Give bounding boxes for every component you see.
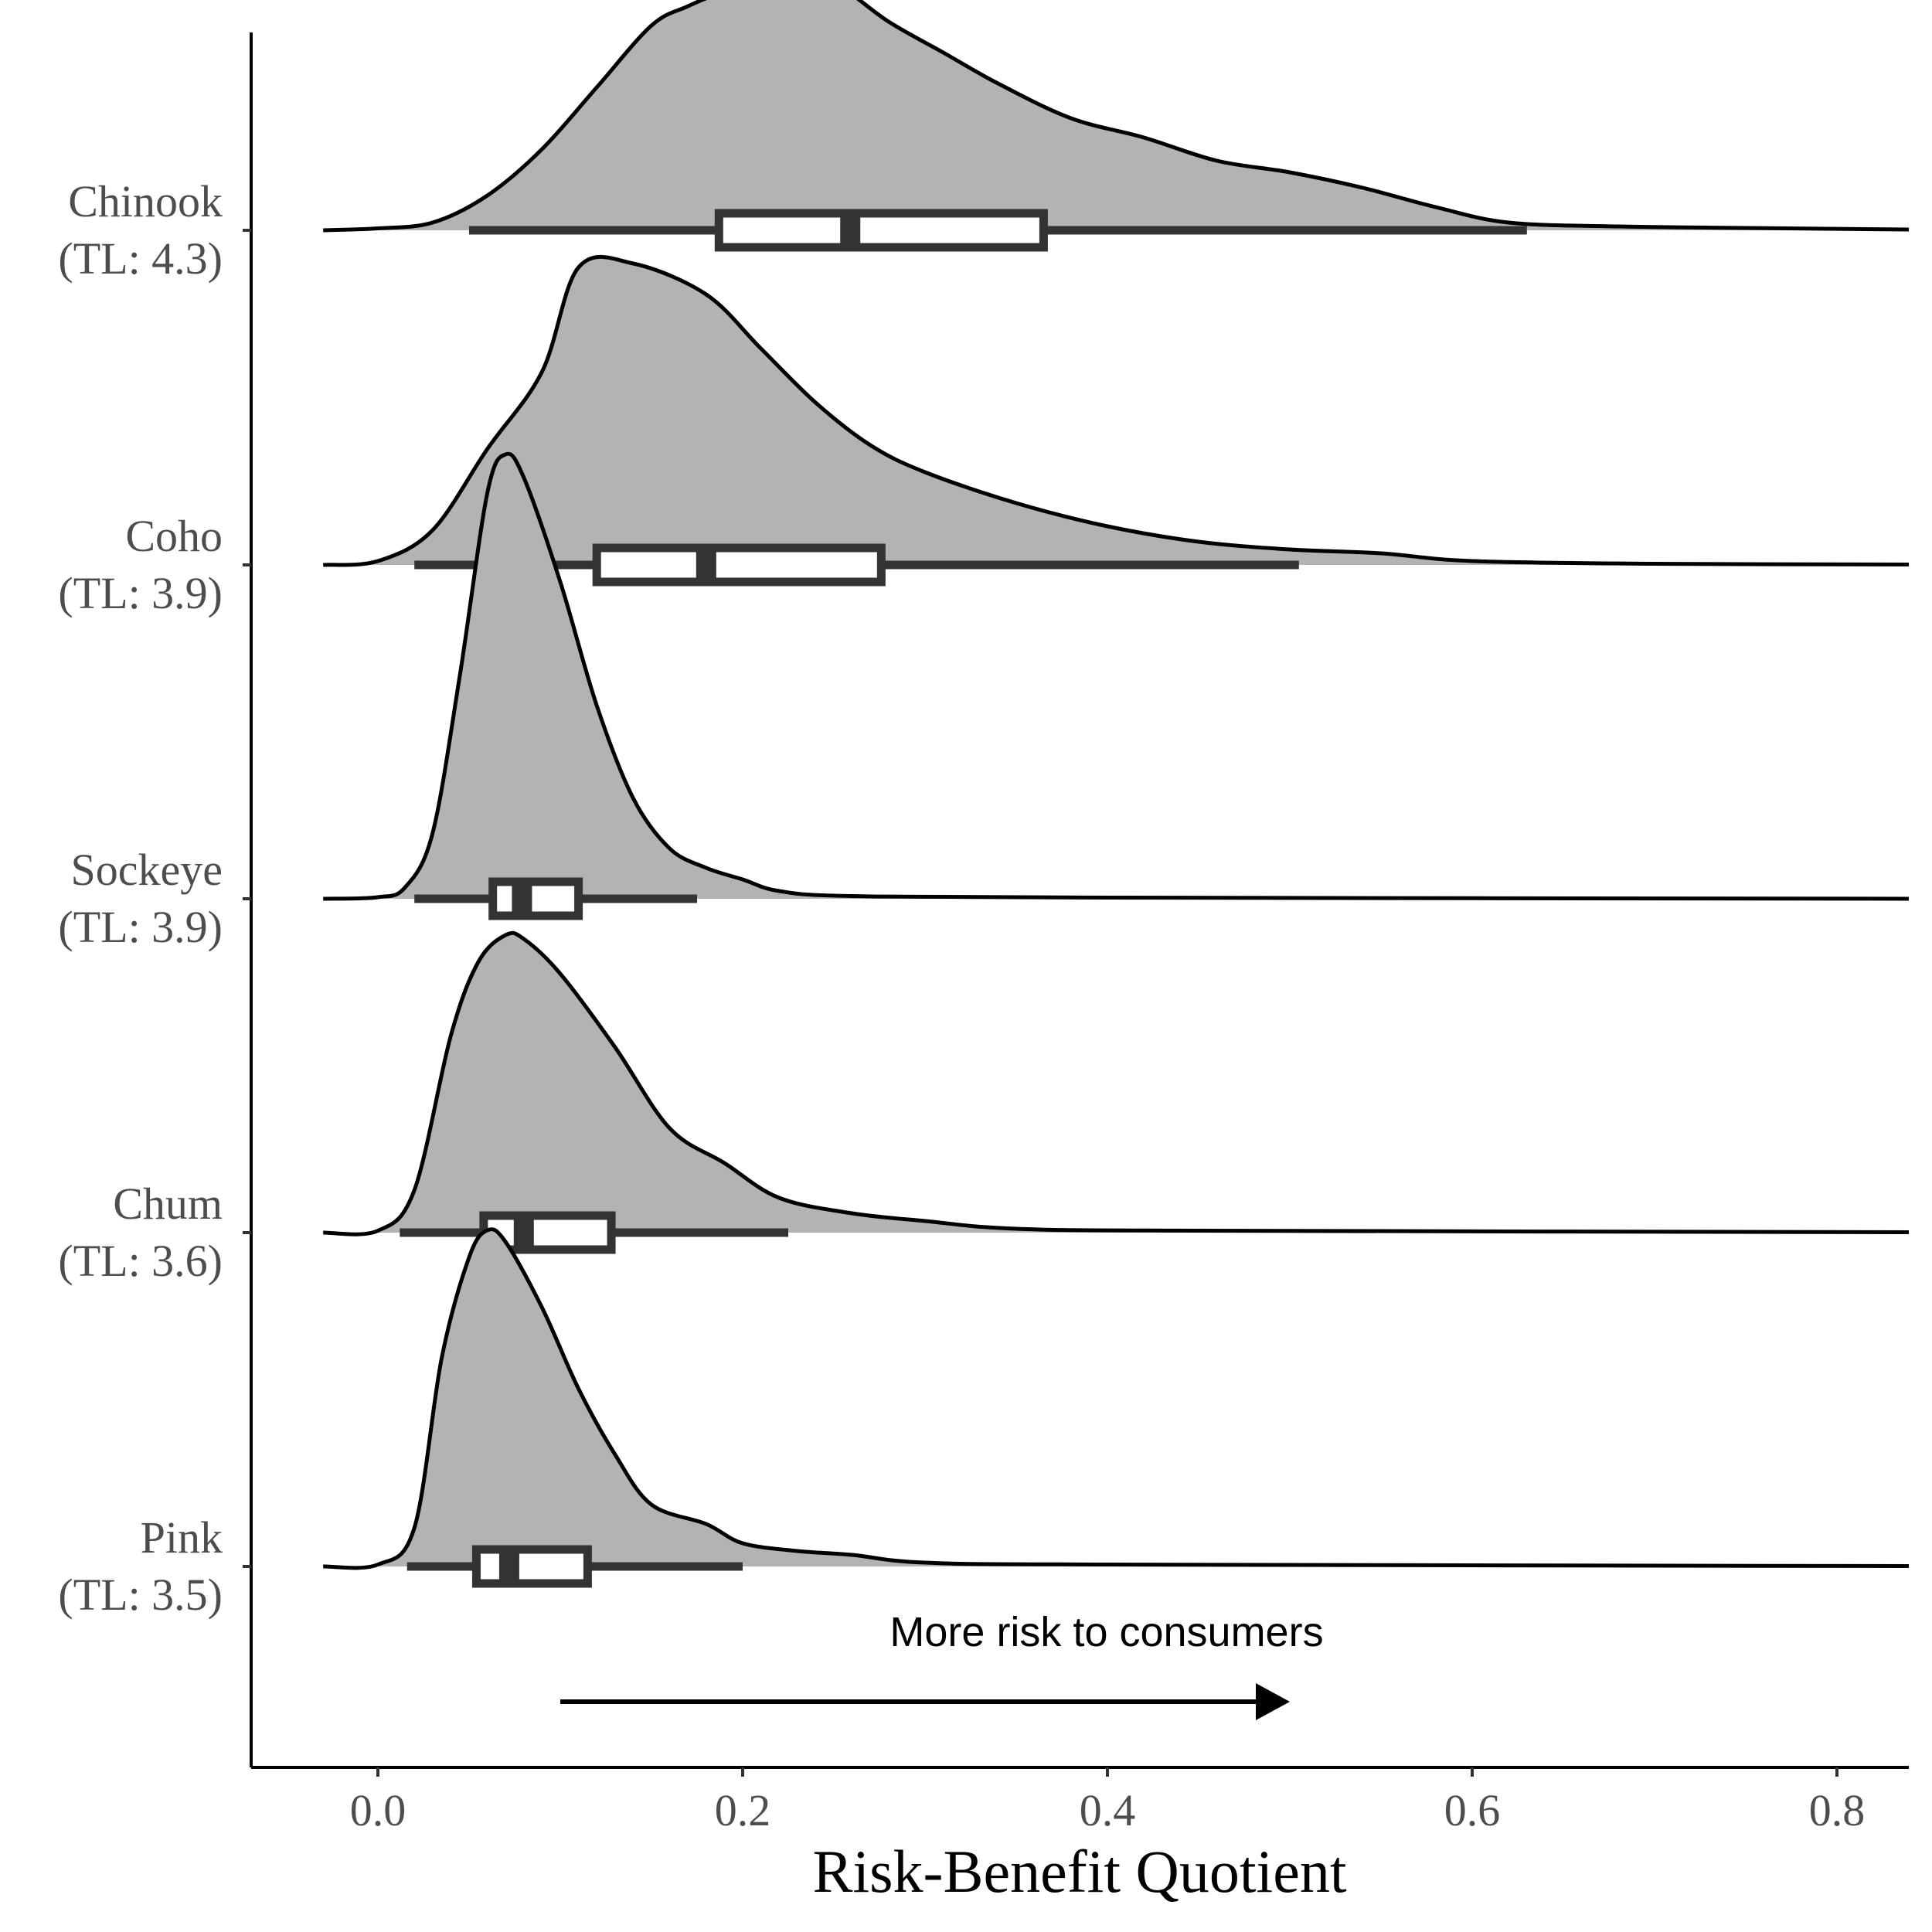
y-label-chum: Chum [113, 1179, 223, 1229]
ridges-layer [323, 0, 1910, 1588]
density-fill-pink [323, 1229, 1910, 1568]
y-label-tl-sockeye: (TL: 3.9) [58, 902, 223, 952]
y-label-tl-coho: (TL: 3.9) [58, 568, 223, 618]
x-axis-title: Risk-Benefit Quotient [812, 1838, 1346, 1905]
y-label-coho: Coho [125, 511, 223, 561]
x-tick-label-0.6: 0.6 [1444, 1785, 1501, 1835]
ridge-coho [323, 254, 1910, 587]
density-line-pink [323, 1227, 1910, 1570]
x-axis: 0.0 0.2 0.4 0.6 0.8 [251, 1766, 1909, 1835]
density-line-chum [323, 930, 1910, 1236]
y-label-tl-chum: (TL: 3.6) [58, 1236, 223, 1286]
density-line-sockeye [323, 451, 1910, 901]
y-label-tl-chinook: (TL: 4.3) [58, 233, 223, 284]
x-tick-label-0.2: 0.2 [715, 1785, 771, 1835]
y-label-chinook: Chinook [68, 176, 223, 226]
box-sockeye [488, 877, 583, 920]
box-coho [592, 543, 886, 587]
density-line-chinook [323, 0, 1910, 233]
annotation-text: More risk to consumers [889, 1609, 1323, 1655]
density-fill-chum [323, 933, 1910, 1235]
ridge-sockeye [323, 451, 1910, 920]
y-label-pink: Pink [141, 1512, 223, 1563]
density-fill-coho [323, 257, 1910, 566]
density-line-coho [323, 254, 1910, 567]
x-tick-label-0.4: 0.4 [1080, 1785, 1136, 1835]
density-fill-sockeye [323, 454, 1910, 899]
box-chinook [714, 209, 1048, 252]
x-tick-label-0.0: 0.0 [350, 1785, 406, 1835]
ridge-chum [323, 930, 1910, 1254]
annotation-arrow-head [1256, 1683, 1290, 1720]
ridge-pink [323, 1227, 1910, 1588]
density-fill-chinook [323, 0, 1909, 230]
annotation: More risk to consumers [560, 1609, 1324, 1720]
box-pink [471, 1545, 592, 1588]
y-axis: Chinook (TL: 4.3) Coho (TL: 3.9) Sockeye (TL:… [58, 32, 253, 1767]
y-label-sockeye: Sockeye [71, 845, 223, 895]
x-tick-label-0.8: 0.8 [1809, 1785, 1866, 1835]
ridge-chinook [323, 0, 1910, 252]
y-label-tl-pink: (TL: 3.5) [58, 1570, 223, 1620]
